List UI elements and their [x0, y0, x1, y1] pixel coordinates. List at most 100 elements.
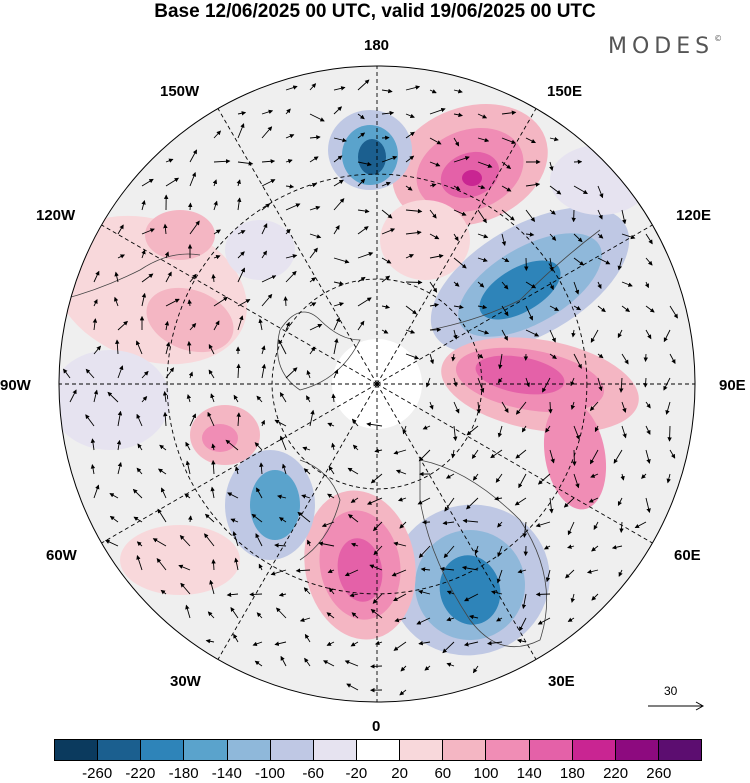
wind-vector: [135, 340, 143, 355]
wind-vector: [424, 665, 431, 671]
wind-vector: [453, 88, 463, 94]
wind-vector: [304, 657, 311, 667]
wind-vector: [471, 449, 479, 460]
wind-vector: [549, 329, 556, 343]
wind-vector: [237, 267, 245, 283]
wind-vector: [164, 320, 170, 331]
wind-vector: [525, 329, 540, 337]
wind-vector: [309, 233, 322, 239]
wind-vector: [213, 200, 218, 211]
anomaly-contour: [145, 210, 215, 260]
wind-vector: [453, 329, 458, 340]
wind-vector: [453, 401, 460, 414]
height-anomaly-fields: [59, 104, 650, 656]
wind-vector: [597, 257, 611, 265]
colorbar-tick-label: 260: [646, 765, 672, 782]
lon-label-180: 180: [364, 37, 390, 54]
colorbar-segment: [657, 740, 702, 760]
wind-vector: [327, 422, 335, 427]
wind-vector: [405, 85, 421, 91]
wind-vector: [405, 185, 413, 191]
wind-vector: [279, 392, 287, 403]
wind-vector: [303, 468, 311, 475]
wind-vector: [270, 569, 287, 576]
wind-vector: [381, 275, 391, 283]
wind-vector: [357, 276, 366, 283]
wind-vector: [381, 257, 392, 264]
wind-vector: [178, 564, 191, 571]
wind-vector: [350, 497, 359, 503]
wind-vector: [187, 202, 193, 211]
wind-vector: [617, 257, 623, 271]
wind-vector: [444, 497, 455, 512]
wind-vector: [357, 208, 370, 214]
wind-vector: [279, 435, 287, 451]
wind-vector: [373, 545, 383, 556]
wind-vector: [92, 318, 98, 331]
colorbar-segment: [312, 740, 356, 760]
wind-vector: [381, 181, 391, 187]
colorbar-tick-label: 220: [603, 765, 629, 782]
wind-vector: [445, 473, 455, 479]
wind-vector: [208, 369, 215, 379]
wind-vector: [372, 521, 383, 532]
wind-vector: [333, 281, 344, 286]
anomaly-contour: [462, 170, 482, 186]
colorbar-tick-label: -20: [345, 765, 368, 782]
wind-vector: [429, 107, 446, 115]
wind-vector: [487, 641, 503, 646]
wind-vector: [159, 444, 167, 451]
wind-vector: [416, 617, 431, 625]
wind-vector: [451, 449, 456, 459]
wind-vector: [301, 494, 311, 499]
meridian-line: [376, 383, 653, 544]
wind-vector: [114, 296, 119, 307]
wind-vector: [189, 220, 200, 235]
wind-vector: [258, 563, 263, 571]
wind-vector: [357, 132, 366, 139]
wind-vector: [117, 320, 128, 331]
wind-vector: [477, 329, 490, 335]
wind-vector: [586, 569, 599, 574]
wind-vector: [188, 515, 193, 523]
wind-vector: [466, 425, 479, 436]
wind-vector: [213, 159, 231, 164]
wind-vector: [347, 467, 359, 475]
wind-vectors: [63, 79, 678, 696]
wind-vector: [93, 484, 100, 499]
wind-vector: [452, 425, 458, 442]
wind-vector: [261, 363, 267, 379]
wind-vector: [521, 425, 527, 433]
reference-vector: 30: [646, 684, 706, 714]
wind-vector: [331, 393, 336, 403]
wind-vector: [617, 497, 623, 506]
colorbar-tick-label: -220: [125, 765, 156, 782]
wind-vector: [213, 255, 221, 260]
wind-vector: [496, 569, 503, 584]
wind-vector: [136, 413, 143, 427]
wind-vector: [669, 449, 676, 459]
lon-label-120w: 120W: [36, 207, 76, 224]
colorbar-labels: -260 -220 -180 -140 -100 -60 -20 20 60 100 140 180 2…: [54, 765, 702, 783]
wind-vector: [280, 655, 287, 667]
wind-vector: [211, 459, 216, 475]
wind-vector: [501, 305, 509, 317]
wind-vector: [497, 377, 503, 384]
wind-vector: [590, 329, 599, 343]
wind-vector: [165, 271, 172, 283]
wind-vector: [501, 257, 510, 262]
colorbar-segment: [140, 740, 184, 760]
wind-vector: [439, 566, 455, 572]
anomaly-contour: [380, 200, 470, 280]
wind-vector: [85, 414, 95, 427]
wind-vector: [501, 329, 508, 341]
wind-vector: [93, 345, 101, 355]
wind-vector: [210, 393, 215, 403]
wind-vector: [418, 589, 431, 595]
wind-vector: [549, 449, 555, 464]
meridian-line: [101, 224, 378, 385]
wind-vector: [525, 182, 541, 187]
wind-vector: [204, 513, 215, 523]
wind-vector: [417, 497, 431, 505]
wind-vector: [261, 250, 268, 259]
